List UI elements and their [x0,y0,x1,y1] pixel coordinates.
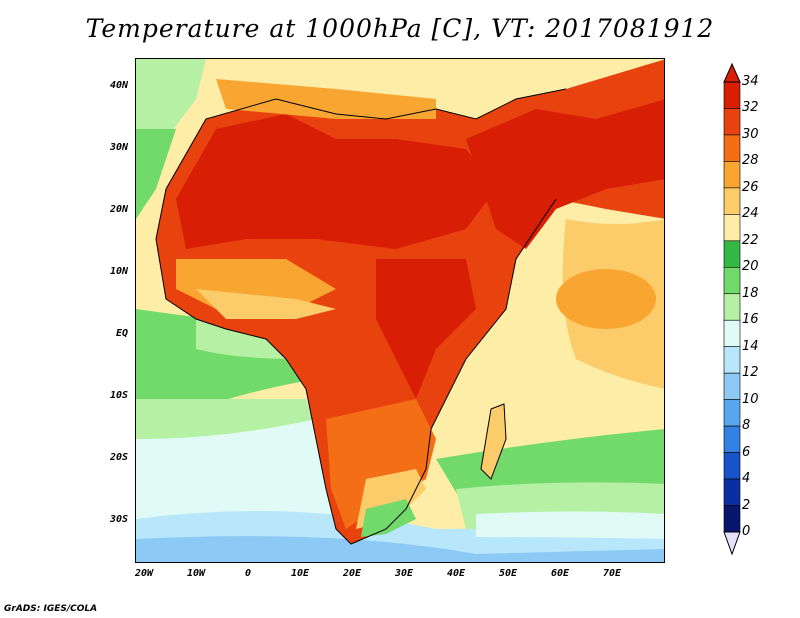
sahara-hot [176,114,496,249]
mediterranean-cool [216,79,436,119]
triangle-down-icon [723,531,741,556]
map-title: Temperature at 1000hPa [C], VT: 20170819… [85,14,715,43]
lat-tick-40n: 40N [109,80,128,91]
atlantic-subtropic [136,129,176,219]
colorbar-segments [723,81,741,533]
arabian-sea-core [556,269,656,329]
lon-tick-60e: 60E [550,568,570,579]
colorbar-segment [723,108,741,136]
colorbar-label: 30 [742,126,759,142]
colorbar-label: 22 [742,232,759,248]
triangle-up-icon [723,62,741,83]
colorbar-label: 2 [742,497,751,513]
lon-tick-10w: 10W [186,568,206,579]
lon-tick-20e: 20E [342,568,362,579]
colorbar-label: 26 [742,179,759,195]
arabia-hot [466,99,664,249]
colorbar [723,62,741,556]
colorbar-segment [723,478,741,506]
grads-credit: GrADS: IGES/COLA [4,604,98,614]
colorbar-segment [723,425,741,453]
temperature-field [136,59,664,562]
colorbar-label: 0 [742,524,751,539]
lon-tick-30e: 30E [394,568,414,579]
indian-ocean-cyan [476,511,664,539]
lon-tick-50e: 50E [498,568,518,579]
colorbar-label: 12 [742,365,759,381]
colorbar-label: 18 [742,285,759,301]
colorbar-segment [723,161,741,189]
south-tip-green [361,499,416,537]
east-africa-hot [376,259,476,399]
south-atlantic-cyan [136,419,336,529]
guinea-coast [196,289,336,319]
colorbar-label: 14 [742,338,759,354]
lon-tick-10e: 10E [290,568,310,579]
lat-tick-eq: EQ [115,328,128,339]
lon-tick-70e: 70E [602,568,622,579]
colorbar-segment [723,214,741,242]
colorbar-label: 20 [742,259,759,275]
colorbar-label: 28 [742,153,759,169]
temperature-map [135,58,665,563]
colorbar-label: 6 [742,444,751,460]
colorbar-segment [723,266,741,295]
colorbar-label: 16 [742,312,759,328]
colorbar-label: 4 [742,471,751,487]
colorbar-segment [723,505,741,533]
madagascar-outline [480,403,507,480]
lon-tick-20w: 20W [134,568,154,579]
colorbar-label: 24 [742,206,759,222]
lat-tick-10n: 10N [109,266,128,277]
colorbar-segment [723,372,741,400]
colorbar-label: 34 [742,74,759,89]
lon-tick-40e: 40E [446,568,466,579]
lat-tick-20n: 20N [109,204,128,215]
colorbar-segment [723,240,741,268]
colorbar-segment [723,81,741,109]
madagascar [481,404,506,479]
colorbar-label: 10 [742,391,759,407]
lat-tick-20s: 20S [109,452,128,463]
lon-tick-0: 0 [244,568,252,579]
colorbar-label: 32 [742,100,759,116]
colorbar-segment [723,134,741,162]
colorbar-segment [723,187,741,215]
colorbar-segment [723,319,741,348]
lat-tick-10s: 10S [109,390,128,401]
southern-africa-warm [326,399,436,529]
colorbar-segment [723,293,741,321]
coastline [155,88,567,545]
lat-tick-30s: 30S [109,514,128,525]
colorbar-segment [723,399,741,427]
colorbar-segment [723,452,741,480]
lat-tick-30n: 30N [109,142,128,153]
colorbar-label: 8 [742,418,751,434]
colorbar-segment [723,346,741,374]
southern-ocean-deep [136,536,664,562]
